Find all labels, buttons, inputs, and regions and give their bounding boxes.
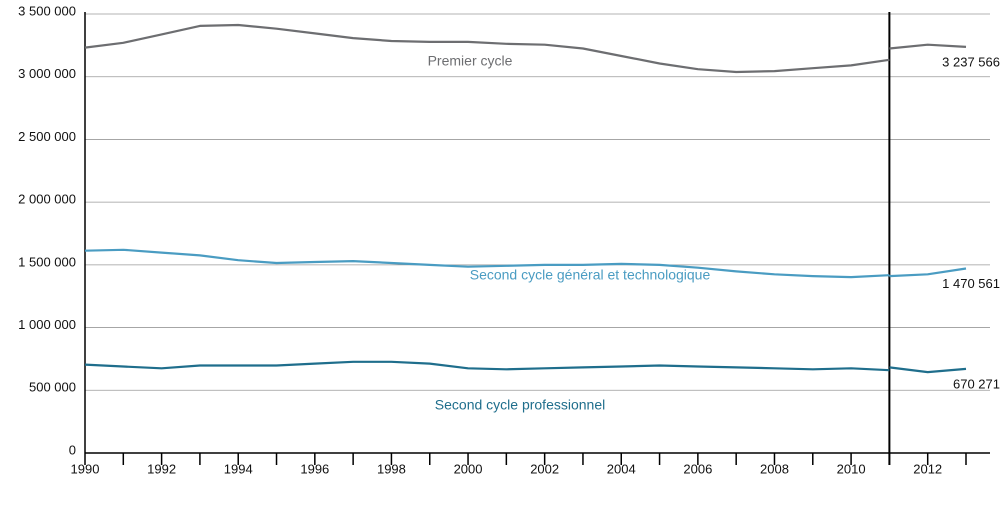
series-label: Premier cycle <box>428 53 513 69</box>
x-tick-label: 1992 <box>147 461 176 476</box>
y-tick-label: 2 000 000 <box>18 192 76 207</box>
y-tick-label: 3 000 000 <box>18 66 76 81</box>
x-tick-label: 2008 <box>760 461 789 476</box>
series-label: Second cycle professionnel <box>435 397 605 413</box>
value-label: 670 271 <box>953 376 1000 391</box>
series-label: Second cycle général et technologique <box>470 267 711 283</box>
series-line <box>84 248 890 279</box>
series-line <box>889 366 967 374</box>
value-label: 3 237 566 <box>942 54 1000 69</box>
value-label: 1 470 561 <box>942 276 1000 291</box>
x-tick-label: 2000 <box>454 461 483 476</box>
series-line <box>889 267 967 278</box>
x-tick-label: 2004 <box>607 461 636 476</box>
y-tick-label: 0 <box>69 442 76 457</box>
x-tick-label: 1994 <box>224 461 253 476</box>
y-tick-label: 1 000 000 <box>18 317 76 332</box>
x-tick-label: 1990 <box>71 461 100 476</box>
series-line <box>84 360 890 372</box>
x-tick-label: 1998 <box>377 461 406 476</box>
x-tick-label: 2012 <box>913 461 942 476</box>
series-line <box>84 23 890 74</box>
series-line <box>889 43 967 50</box>
x-tick-label: 2006 <box>683 461 712 476</box>
x-tick-label: 2010 <box>837 461 866 476</box>
y-tick-label: 3 500 000 <box>18 3 76 18</box>
y-tick-label: 1 500 000 <box>18 254 76 269</box>
x-tick-label: 2002 <box>530 461 559 476</box>
y-tick-label: 500 000 <box>29 380 76 395</box>
x-tick-label: 1996 <box>300 461 329 476</box>
y-tick-label: 2 500 000 <box>18 129 76 144</box>
